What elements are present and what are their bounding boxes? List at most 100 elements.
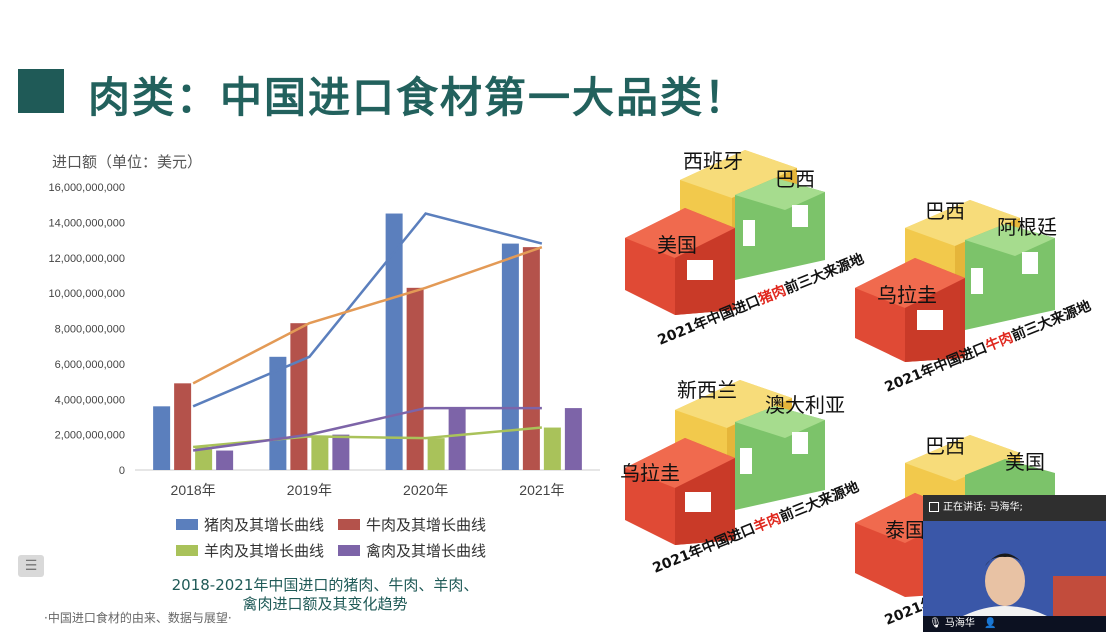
y-tick-label: 2,000,000,000 <box>55 430 125 442</box>
legend-label-beef: 牛肉及其增长曲线 <box>366 516 487 534</box>
slide-footer: ·中国进口食材的由来、数据与展望· <box>44 611 232 625</box>
chart-caption: 2018-2021年中国进口的猪肉、牛肉、羊肉、 禽肉进口额及其变化趋势 <box>160 576 490 614</box>
y-tick-label: 6,000,000,000 <box>55 359 125 371</box>
bar <box>290 323 308 470</box>
podium-second-top <box>675 380 792 428</box>
podium-second-top <box>905 435 1020 481</box>
trend-line <box>192 212 543 408</box>
legend-item-poultry: 禽肉及其增长曲线 <box>338 540 486 561</box>
x-tick-label: 2018年 <box>171 482 216 498</box>
podium-third-top <box>735 178 825 210</box>
legend-swatch-mutton <box>176 545 198 556</box>
speaker-face <box>985 556 1025 606</box>
bar <box>195 447 213 470</box>
bar <box>153 406 171 470</box>
bar <box>522 247 540 470</box>
y-tick-label: 12,000,000,000 <box>49 253 125 265</box>
podium-first-label: 乌拉圭 <box>620 461 680 485</box>
podium-first-top <box>855 258 965 308</box>
y-tick-label: 14,000,000,000 <box>49 217 125 229</box>
podium-first-label: 美国 <box>657 233 697 257</box>
speaker-hair <box>985 553 1025 566</box>
rank-1-badge <box>971 268 983 294</box>
trend-line <box>192 406 542 452</box>
podium-third-label: 澳大利亚 <box>765 393 845 417</box>
import-chart: 0 2,000,000,000 4,000,000,000 6,000,000,000… <box>49 182 600 498</box>
rank-3-badge <box>687 260 713 280</box>
rank-2-badge <box>792 432 808 454</box>
bar <box>385 213 403 470</box>
bar <box>332 434 350 470</box>
podium-third-block <box>965 224 1055 330</box>
podium-second-top <box>905 200 1020 246</box>
legend-swatch-pork <box>176 519 198 530</box>
bar <box>216 450 234 470</box>
podium-third-label: 阿根廷 <box>997 215 1057 239</box>
caption-line-1: 2018-2021年中国进口的猪肉、牛肉、羊肉、 <box>171 576 479 594</box>
bar <box>501 243 519 470</box>
bar <box>174 383 192 470</box>
podium-pork: 美国 西班牙 巴西 2021年中国进口猪肉前三大来源地 <box>625 149 866 349</box>
bar <box>406 287 424 470</box>
podium-second-label: 巴西 <box>925 199 965 223</box>
podium-mutton: 乌拉圭 新西兰 澳大利亚 2021年中国进口羊肉前三大来源地 <box>620 378 861 577</box>
bar <box>427 438 445 470</box>
speaker-video <box>923 521 1106 616</box>
x-tick-label: 2020年 <box>403 482 448 498</box>
legend-item-mutton: 羊肉及其增长曲线 <box>176 540 324 561</box>
podium-beef: 乌拉圭 巴西 阿根廷 2021年中国进口牛肉前三大来源地 <box>855 199 1093 396</box>
slide-title: 肉类：中国进口食材第一大品类！ <box>88 73 749 122</box>
speaking-label: 正在讲话: 马海华; <box>943 502 1023 513</box>
rank-1-badge <box>740 448 752 474</box>
legend-swatch-poultry <box>338 545 360 556</box>
podium-third-top <box>735 406 825 438</box>
rank-3-badge <box>917 310 943 330</box>
podium-second-top <box>680 150 797 198</box>
bar <box>311 436 329 470</box>
speaker-shirt <box>963 606 1047 616</box>
title-accent-block <box>18 69 64 113</box>
podium-third-label: 巴西 <box>775 167 815 191</box>
podium-second-label: 西班牙 <box>683 149 743 173</box>
podium-second-label: 新西兰 <box>677 378 737 402</box>
x-tick-label: 2021年 <box>519 482 564 498</box>
y-tick-label: 4,000,000,000 <box>55 394 125 406</box>
y-tick-label: 8,000,000,000 <box>55 324 125 336</box>
participant-name: 马海华 <box>944 618 975 629</box>
video-overlay[interactable]: 正在讲话: 马海华; 🎙 马海华 👤 <box>923 495 1106 632</box>
mic-icon[interactable]: 🎙 <box>929 618 942 629</box>
person-icon[interactable]: 👤 <box>984 618 997 629</box>
legend-swatch-beef <box>338 519 360 530</box>
legend-label-poultry: 禽肉及其增长曲线 <box>366 542 487 560</box>
podium-first-top <box>625 208 735 258</box>
bar <box>543 427 561 470</box>
podium-first-label: 泰国 <box>885 518 925 542</box>
speaker-indicator-icon <box>929 502 939 512</box>
y-tick-label: 10,000,000,000 <box>49 288 125 300</box>
bar <box>448 408 466 470</box>
y-axis-unit-label: 进口额（单位：美元） <box>52 153 203 171</box>
rank-2-badge <box>1022 252 1038 274</box>
legend-item-beef: 牛肉及其增长曲线 <box>338 514 486 535</box>
podium-third-top <box>965 224 1055 256</box>
participant-bar: 🎙 马海华 👤 <box>923 616 1106 632</box>
speaking-bar: 正在讲话: 马海华; <box>923 495 1106 521</box>
bar <box>564 408 582 470</box>
bar <box>269 356 287 470</box>
rank-1-badge <box>743 220 755 246</box>
podium-third-label: 美国 <box>1005 450 1045 474</box>
legend-label-mutton: 羊肉及其增长曲线 <box>204 542 325 560</box>
podium-third-block <box>735 178 825 280</box>
rank-2-badge <box>792 205 808 227</box>
x-tick-label: 2019年 <box>287 482 332 498</box>
rank-3-badge <box>685 492 711 512</box>
podium-second-label: 巴西 <box>925 434 965 458</box>
legend-label-pork: 猪肉及其增长曲线 <box>204 516 325 534</box>
video-decoration <box>1053 576 1106 616</box>
y-tick-label: 0 <box>119 465 125 477</box>
trend-line <box>192 245 543 385</box>
podium-first-top <box>625 438 735 488</box>
legend-item-pork: 猪肉及其增长曲线 <box>176 514 324 535</box>
list-icon[interactable]: ☰ <box>18 555 44 577</box>
y-tick-label: 16,000,000,000 <box>49 182 125 194</box>
